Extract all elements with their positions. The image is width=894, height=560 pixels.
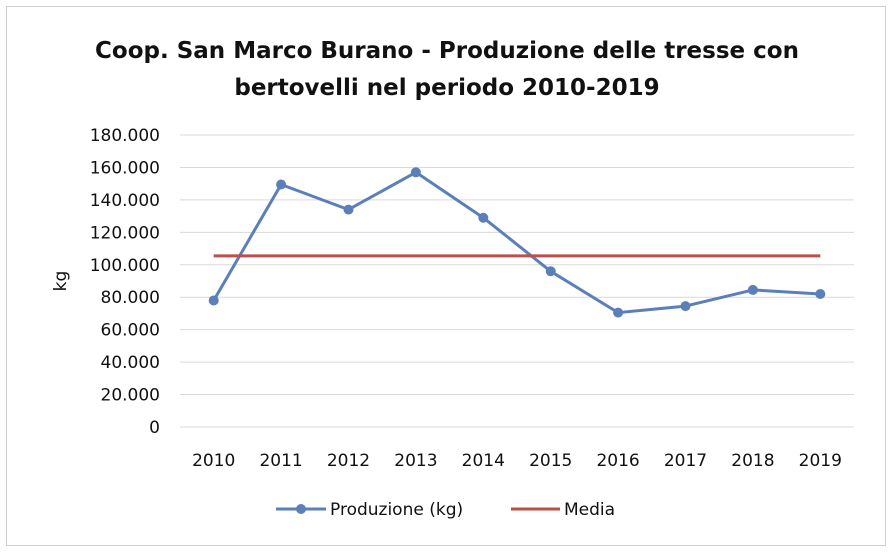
data-point xyxy=(478,212,489,223)
y-tick-label: 20.000 xyxy=(101,386,160,406)
legend-label: Produzione (kg) xyxy=(330,500,463,520)
data-point xyxy=(410,167,421,178)
x-tick-label: 2011 xyxy=(259,451,302,471)
chart-title-line-2: bertovelli nel periodo 2010-2019 xyxy=(234,75,660,101)
y-tick-label: 120.000 xyxy=(90,223,160,243)
y-tick-label: 0 xyxy=(149,418,160,438)
legend-marker xyxy=(296,504,306,514)
gridlines xyxy=(180,134,854,428)
legend: Produzione (kg) Media xyxy=(276,500,615,520)
series-lines xyxy=(208,167,826,318)
series-line xyxy=(212,170,821,315)
data-point xyxy=(680,301,691,312)
y-tick-label: 80.000 xyxy=(101,288,160,308)
legend-item: Media xyxy=(511,500,615,520)
y-tick-label: 160.000 xyxy=(90,158,160,178)
chart-frame xyxy=(6,6,886,546)
x-tick-label: 2010 xyxy=(192,451,235,471)
data-point xyxy=(815,288,826,299)
x-tick-label: 2014 xyxy=(462,451,505,471)
data-point xyxy=(747,284,758,295)
y-axis-tick-labels: 0 20.000 40.000 60.000 80.000 100.000 120.000 1… xyxy=(90,126,160,438)
x-tick-label: 2013 xyxy=(394,451,437,471)
y-tick-label: 180.000 xyxy=(90,126,160,146)
legend-item: Produzione (kg) xyxy=(276,500,463,520)
data-point xyxy=(545,266,556,277)
x-tick-label: 2018 xyxy=(731,451,774,471)
y-tick-label: 100.000 xyxy=(90,256,160,276)
y-tick-label: 60.000 xyxy=(101,321,160,341)
x-tick-label: 2017 xyxy=(664,451,707,471)
chart-title-line-1: Coop. San Marco Burano - Produzione dell… xyxy=(95,38,799,64)
x-tick-label: 2012 xyxy=(327,451,370,471)
series-produzione xyxy=(208,167,826,318)
legend-label: Media xyxy=(564,500,615,520)
x-tick-label: 2015 xyxy=(529,451,572,471)
y-tick-label: 140.000 xyxy=(90,191,160,211)
x-tick-label: 2019 xyxy=(799,451,842,471)
x-axis-tick-labels: 2010 2011 2012 2013 2014 2015 2016 2017 2018 2019 xyxy=(192,451,842,471)
data-point xyxy=(208,295,219,306)
x-tick-label: 2016 xyxy=(596,451,639,471)
data-point xyxy=(276,179,287,190)
y-tick-label: 40.000 xyxy=(101,353,160,373)
data-point xyxy=(613,307,624,318)
data-point xyxy=(343,204,354,215)
y-axis-title: kg xyxy=(51,271,71,292)
